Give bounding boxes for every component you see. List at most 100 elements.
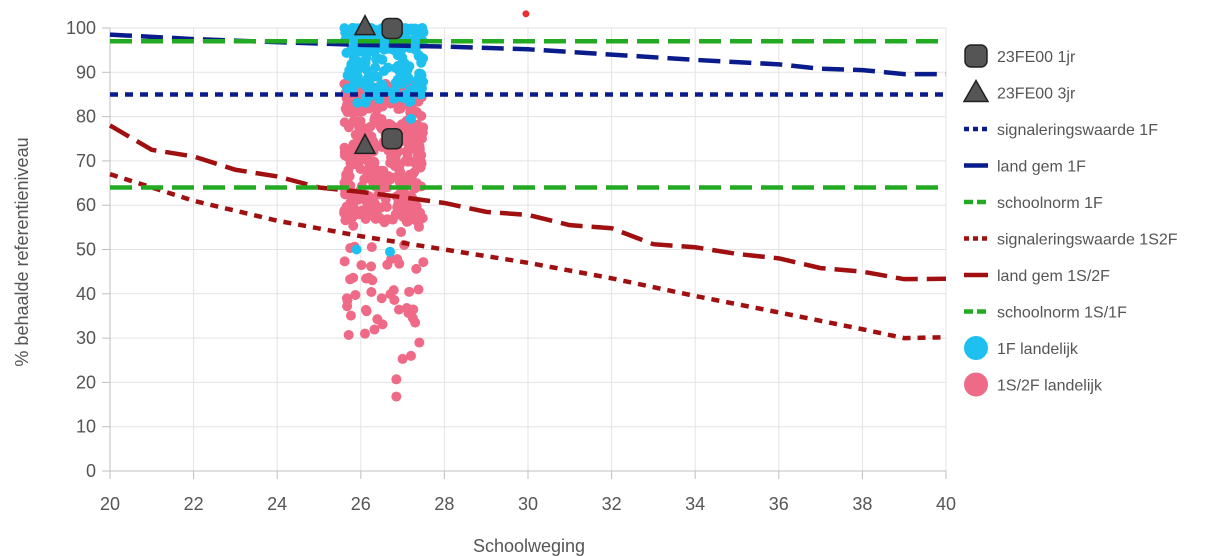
scatter-point bbox=[366, 286, 377, 297]
scatter-point bbox=[345, 208, 356, 219]
legend-label: schoolnorm 1F bbox=[997, 195, 1103, 212]
x-tick-label: 36 bbox=[769, 494, 789, 514]
scatter-point bbox=[404, 286, 415, 297]
scatter-point bbox=[345, 197, 356, 208]
school-marker-3jr bbox=[353, 14, 377, 36]
scatter-point bbox=[356, 260, 367, 271]
school-marker-3jr bbox=[353, 132, 377, 155]
scatter-point bbox=[368, 89, 379, 100]
scatter-point bbox=[413, 213, 424, 224]
scatter-point bbox=[341, 47, 352, 58]
scatter-point bbox=[348, 220, 359, 231]
scatter-point bbox=[362, 154, 373, 165]
legend-label: schoolnorm 1S/1F bbox=[997, 305, 1127, 322]
scatter-point bbox=[372, 117, 383, 128]
scatter-point bbox=[359, 328, 370, 339]
scatter-point bbox=[355, 163, 366, 174]
scatter-point bbox=[402, 216, 413, 227]
scatter-point bbox=[413, 51, 424, 62]
school-markers bbox=[353, 14, 403, 155]
scatter-point bbox=[401, 146, 412, 157]
y-tick-label: 80 bbox=[76, 107, 96, 127]
scatter-point bbox=[390, 62, 401, 73]
x-tick-label: 26 bbox=[351, 494, 371, 514]
legend-label: 23FE00 3jr bbox=[997, 86, 1076, 103]
scatter-point bbox=[411, 263, 422, 274]
scatter-point bbox=[377, 79, 388, 90]
scatter-point bbox=[339, 23, 350, 34]
scatter-point bbox=[416, 128, 427, 139]
scatter-point bbox=[340, 215, 351, 226]
scatter-point bbox=[397, 52, 408, 63]
legend-label: signaleringswaarde 1S2F bbox=[997, 232, 1178, 249]
scatter-point bbox=[372, 314, 383, 325]
y-tick-label: 60 bbox=[76, 195, 96, 215]
scatter-point bbox=[345, 274, 356, 285]
scatter-point bbox=[363, 173, 374, 184]
scatter-point bbox=[392, 74, 403, 85]
scatter-point bbox=[390, 209, 401, 220]
series-line bbox=[109, 172, 947, 341]
scatter-point bbox=[366, 242, 377, 253]
scatter-point bbox=[360, 304, 371, 315]
scatter-point bbox=[353, 209, 364, 220]
y-tick-label: 0 bbox=[86, 461, 96, 481]
legend-swatch bbox=[962, 78, 990, 103]
x-tick-label: 20 bbox=[100, 494, 120, 514]
legend-label: 1F landelijk bbox=[997, 341, 1079, 358]
scatter-point bbox=[370, 211, 381, 222]
axes: 0 10 20 30 40 50 60 70 80 90 100 20 22 24 26 28 30 32 34 36… bbox=[66, 18, 956, 514]
legend-label: 1S/2F landelijk bbox=[997, 378, 1103, 395]
scatter-point bbox=[413, 221, 424, 232]
scatter-point bbox=[402, 155, 413, 166]
scatter-point bbox=[400, 176, 411, 187]
y-tick-label: 10 bbox=[76, 417, 96, 437]
y-tick-label: 90 bbox=[76, 62, 96, 82]
x-axis-label: Schoolweging bbox=[473, 536, 585, 556]
scatter-point bbox=[345, 310, 356, 321]
scatter-point bbox=[391, 374, 402, 385]
scatter-point bbox=[341, 99, 352, 110]
scatter-point bbox=[385, 289, 396, 300]
scatter-point bbox=[415, 89, 426, 100]
outlier-point bbox=[522, 10, 530, 18]
y-tick-label: 30 bbox=[76, 328, 96, 348]
scatter-point bbox=[342, 295, 353, 306]
scatter-clouds bbox=[339, 10, 530, 402]
scatter-point bbox=[409, 128, 420, 139]
scatter-point bbox=[382, 259, 393, 270]
scatter-point bbox=[386, 151, 397, 162]
legend-swatch bbox=[964, 336, 988, 360]
series-lines bbox=[108, 32, 947, 341]
scatter-point bbox=[370, 62, 381, 73]
scatter-point bbox=[414, 149, 425, 160]
scatter-point bbox=[395, 103, 406, 114]
x-tick-label: 40 bbox=[936, 494, 956, 514]
scatter-point bbox=[369, 324, 380, 335]
legend: 23FE00 1jr 23FE00 3jr signaleringswaarde 1… bbox=[962, 44, 1178, 397]
series-line bbox=[108, 123, 947, 282]
scatter-point bbox=[385, 246, 396, 257]
scatter-point bbox=[405, 113, 416, 124]
legend-swatch bbox=[964, 44, 988, 68]
scatter-point bbox=[339, 256, 350, 267]
scatter-point bbox=[378, 65, 389, 76]
scatter-point bbox=[385, 174, 396, 185]
y-tick-label: 70 bbox=[76, 151, 96, 171]
y-tick-label: 40 bbox=[76, 284, 96, 304]
scatter-point bbox=[410, 317, 421, 328]
scatter-point bbox=[411, 201, 422, 212]
scatter-point bbox=[401, 302, 412, 313]
scatter-point bbox=[348, 115, 359, 126]
scatter-point bbox=[404, 61, 415, 72]
legend-label: land gem 1F bbox=[997, 159, 1086, 176]
school-marker-1jr bbox=[381, 17, 403, 40]
scatter-point bbox=[361, 273, 372, 284]
x-tick-label: 32 bbox=[602, 494, 622, 514]
x-tick-label: 30 bbox=[518, 494, 538, 514]
legend-label: signaleringswaarde 1F bbox=[997, 122, 1158, 139]
scatter-point bbox=[350, 289, 361, 300]
scatter-point bbox=[372, 71, 383, 82]
scatter-point bbox=[364, 164, 375, 175]
